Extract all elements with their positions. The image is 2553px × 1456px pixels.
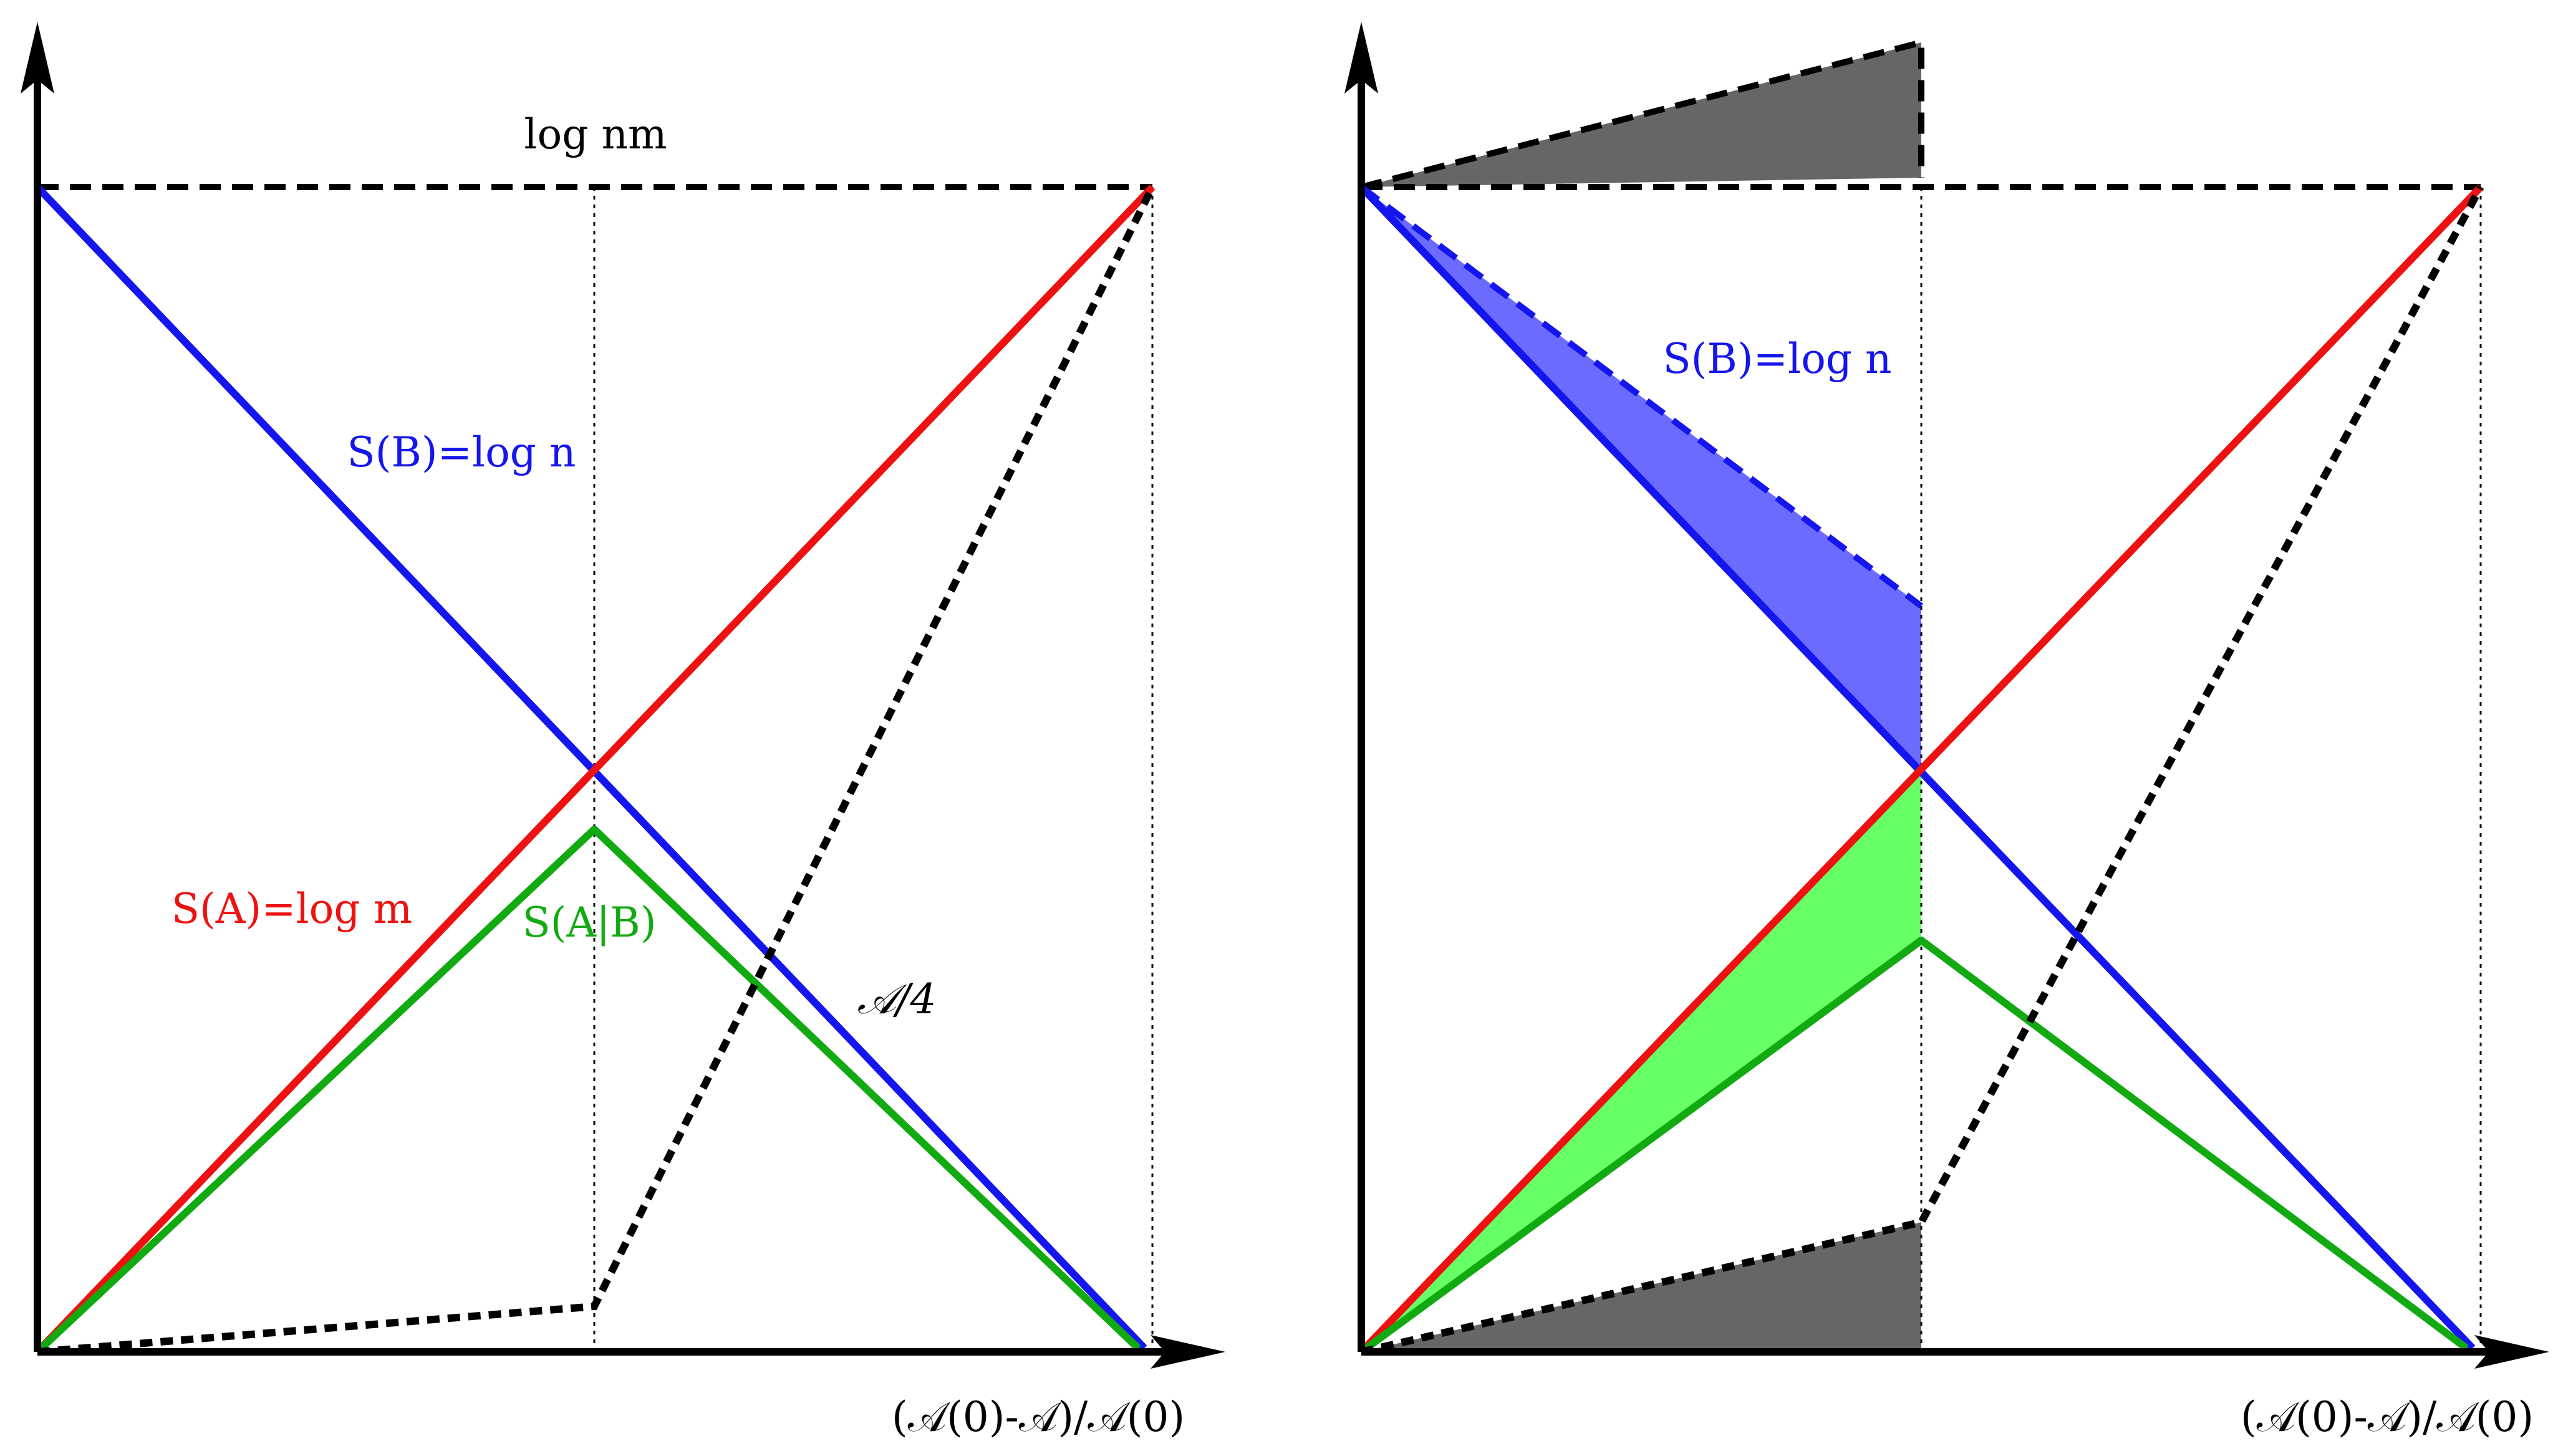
right-x-axis-label: (𝒜(0)-𝒜)/𝒜(0) xyxy=(2241,1393,2534,1441)
left-sab-curve xyxy=(34,826,1141,1355)
right-sb-line xyxy=(1358,184,2476,1351)
left-panel: log nm S(B)=log n S(A)=log m S(A|B) 𝒜/4 … xyxy=(21,22,1225,1441)
right-x-axis-arrow xyxy=(2474,1335,2549,1369)
left-y-axis-arrow xyxy=(21,22,54,94)
right-top-wedge-outline xyxy=(1360,38,1924,190)
left-sb-label: S(B)=log n xyxy=(347,428,576,476)
left-x-axis-arrow xyxy=(1151,1335,1225,1369)
left-sab-label: S(A|B) xyxy=(522,899,656,947)
right-panel: S(B)=log n (𝒜(0)-𝒜)/𝒜(0) xyxy=(1344,22,2549,1441)
left-sb-line xyxy=(34,184,1147,1351)
right-area-curve xyxy=(1360,185,2484,1356)
left-top-label: log nm xyxy=(524,110,667,158)
right-sb-label: S(B)=log n xyxy=(1663,335,1891,383)
left-x-axis-label: (𝒜(0)-𝒜)/𝒜(0) xyxy=(892,1393,1185,1441)
left-sa-line xyxy=(34,184,1156,1355)
right-gray-bottom-wedge xyxy=(1361,1222,1921,1352)
left-area-label: 𝒜/4 xyxy=(857,975,937,1023)
right-y-axis-arrow xyxy=(1344,22,1378,94)
right-sa-line xyxy=(1358,184,2484,1355)
left-area-curve xyxy=(37,185,1156,1356)
right-sb-dashed-line xyxy=(1359,184,1923,609)
left-sa-label: S(A)=log m xyxy=(171,885,412,933)
right-sab-curve xyxy=(1359,937,2469,1355)
